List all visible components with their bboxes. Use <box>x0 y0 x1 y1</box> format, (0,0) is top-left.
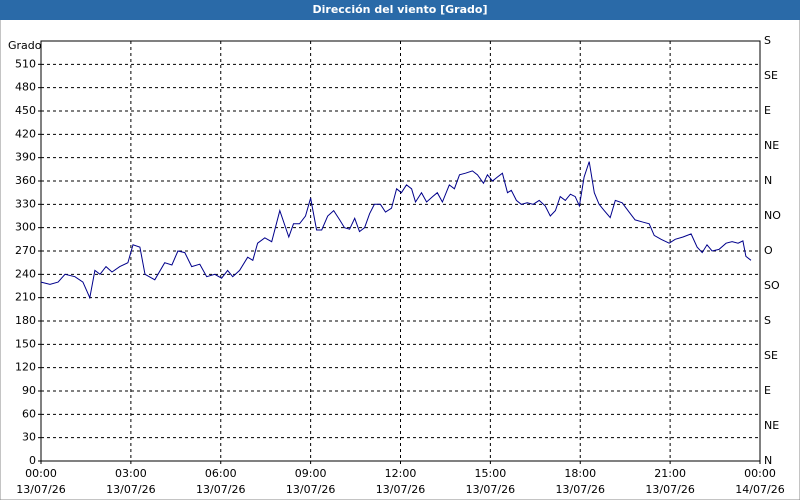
y-tick-label: 420 <box>15 127 36 140</box>
x-tick-date: 13/07/26 <box>286 483 335 496</box>
y-tick-label: 30 <box>22 431 36 444</box>
chart-title: Dirección del viento [Grado] <box>313 3 488 16</box>
x-tick-label: 00:00 <box>25 467 57 480</box>
y2-tick-label: SE <box>764 69 778 82</box>
y2-tick-label: N <box>764 174 772 187</box>
y2-tick-label: SO <box>764 279 780 292</box>
y2-tick-label: O <box>764 244 773 257</box>
y-tick-label: 120 <box>15 361 36 374</box>
y2-tick-label: S <box>764 34 771 47</box>
y2-tick-label: NO <box>764 209 781 222</box>
x-tick-label: 12:00 <box>385 467 417 480</box>
x-tick-label: 09:00 <box>295 467 327 480</box>
y2-tick-label: S <box>764 314 771 327</box>
y-tick-label: 450 <box>15 104 36 117</box>
x-tick-label: 06:00 <box>205 467 237 480</box>
y-tick-label: 330 <box>15 197 36 210</box>
y2-tick-label: E <box>764 104 771 117</box>
x-tick-label: 00:00 <box>744 467 776 480</box>
y2-tick-label: NE <box>764 419 779 432</box>
x-tick-label: 18:00 <box>564 467 596 480</box>
x-tick-date: 13/07/26 <box>196 483 245 496</box>
x-tick-date: 13/07/26 <box>466 483 515 496</box>
x-tick-date: 13/07/26 <box>106 483 155 496</box>
y-axis-label: Grado <box>8 39 42 52</box>
y-tick-label: 240 <box>15 267 36 280</box>
y-tick-label: 210 <box>15 291 36 304</box>
y-tick-label: 390 <box>15 151 36 164</box>
data-line <box>40 161 752 300</box>
x-tick-date: 14/07/26 <box>735 483 784 496</box>
y2-tick-label: NE <box>764 139 779 152</box>
y2-tick-label: SE <box>764 349 778 362</box>
y-tick-label: 300 <box>15 221 36 234</box>
x-tick-label: 03:00 <box>115 467 147 480</box>
y-tick-label: 180 <box>15 314 36 327</box>
x-tick-date: 13/07/26 <box>645 483 694 496</box>
x-tick-label: 15:00 <box>475 467 507 480</box>
x-tick-label: 21:00 <box>654 467 686 480</box>
y2-tick-label: E <box>764 384 771 397</box>
y-tick-label: 480 <box>15 81 36 94</box>
y-tick-label: 360 <box>15 174 36 187</box>
x-tick-date: 13/07/26 <box>376 483 425 496</box>
y-tick-label: 150 <box>15 337 36 350</box>
title-bar <box>0 0 800 20</box>
x-tick-date: 13/07/26 <box>16 483 65 496</box>
y-tick-label: 0 <box>29 454 36 467</box>
x-tick-date: 13/07/26 <box>556 483 605 496</box>
y-tick-label: 510 <box>15 57 36 70</box>
y-tick-label: 90 <box>22 384 36 397</box>
y-tick-label: 270 <box>15 244 36 257</box>
y-tick-label: 60 <box>22 407 36 420</box>
y2-tick-label: N <box>764 454 772 467</box>
